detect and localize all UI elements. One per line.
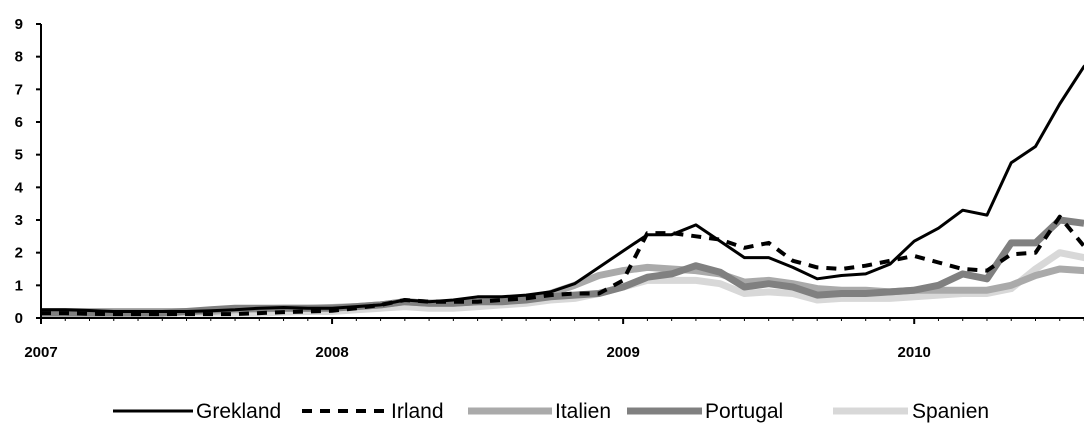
y-tick-label: 0 — [15, 310, 23, 327]
x-tick-label: 2008 — [315, 344, 348, 361]
legend-label-italien: Italien — [555, 400, 611, 423]
legend-label-irland: Irland — [391, 400, 444, 423]
series-line-grekland — [41, 64, 1084, 313]
series-lines — [41, 64, 1084, 317]
y-tick-label: 7 — [15, 81, 23, 98]
y-tick-label: 8 — [15, 49, 23, 66]
x-tick-label: 2009 — [606, 344, 639, 361]
legend: Grekland Irland Italien Portugal Spanien — [113, 400, 989, 423]
y-tick-label: 5 — [15, 147, 23, 164]
y-tick-label: 4 — [15, 179, 24, 196]
series-line-spanien — [41, 249, 1084, 317]
x-tick-label: 2010 — [898, 344, 931, 361]
legend-label-grekland: Grekland — [196, 400, 281, 423]
legend-label-portugal: Portugal — [705, 400, 783, 423]
y-tick-label: 3 — [15, 212, 23, 229]
x-tick-label: 2007 — [24, 344, 57, 361]
y-tick-label: 2 — [15, 245, 23, 262]
series-line-irland — [41, 214, 1084, 317]
y-axis-ticks: 0 1 2 3 4 5 6 7 8 9 — [15, 16, 41, 327]
legend-label-spanien: Spanien — [912, 400, 989, 423]
x-axis-ticks: 2007 2008 2009 2010 — [24, 318, 1084, 361]
y-tick-label: 9 — [15, 16, 23, 33]
y-tick-label: 1 — [15, 277, 23, 294]
y-tick-label: 6 — [15, 114, 23, 131]
